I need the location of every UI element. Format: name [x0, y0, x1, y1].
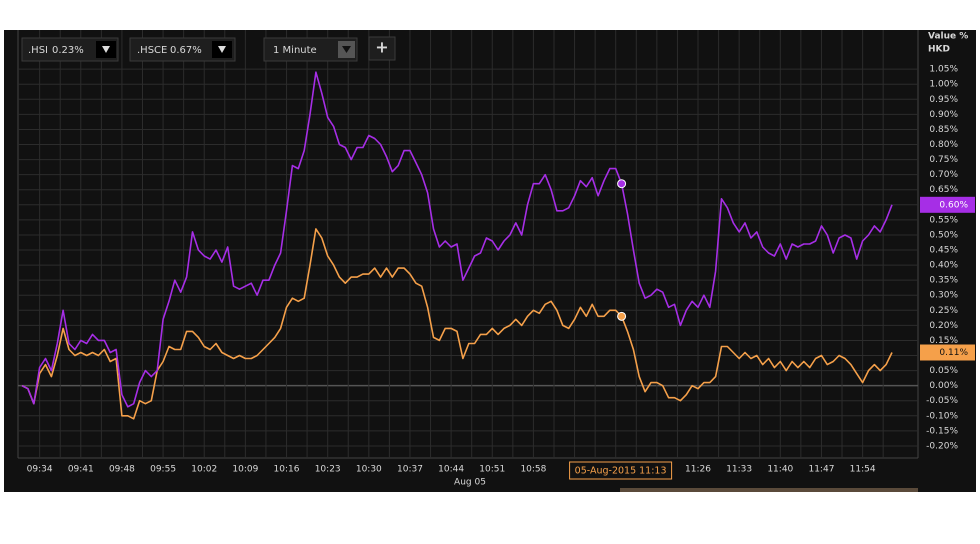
y-tick-label: 0.15% [929, 336, 958, 346]
y-tick-label: 0.40% [929, 261, 958, 271]
y-tick-label: -0.10% [926, 411, 958, 421]
y-tick-label: 0.45% [929, 246, 958, 256]
y-tick-label: 1.05% [929, 65, 958, 75]
y-tick-label: 0.25% [929, 306, 958, 316]
legend-value: 0.67% [170, 45, 202, 56]
chart-panel [4, 30, 976, 492]
add-button-label: + [375, 38, 388, 57]
toolbar: .HSI 0.23% .HSCE 0.67% 1 Minute + [21, 36, 396, 62]
y-tick-label: 0.85% [929, 125, 958, 135]
x-tick-label: 10:58 [520, 465, 546, 475]
date-label: Aug 05 [454, 478, 486, 488]
x-tick-label: 11:54 [850, 465, 876, 475]
x-tick-label: 11:40 [767, 465, 793, 475]
x-tick-label: 10:16 [274, 465, 300, 475]
y-tick-label: 0.90% [929, 110, 958, 120]
x-tick-label: 11:26 [685, 465, 711, 475]
scrollbar[interactable] [620, 488, 918, 492]
last-value-tag [920, 196, 975, 213]
y-tick-label: 1.00% [929, 80, 958, 90]
series-selector[interactable]: .HSCE 0.67% [129, 37, 236, 62]
legend-name: .HSI [28, 45, 48, 56]
y-tick-label: -0.20% [926, 441, 958, 451]
legend-name: .HSCE [137, 45, 167, 56]
x-tick-label: 11:33 [726, 465, 752, 475]
y-tick-label: -0.05% [926, 396, 958, 406]
y-tick-label: 0.30% [929, 291, 958, 301]
x-tick-label: 09:34 [27, 465, 53, 475]
x-tick-label: 11:47 [808, 465, 834, 475]
x-tick-label: 10:37 [397, 465, 423, 475]
y-axis-title: Value % [928, 32, 968, 42]
x-tick-label: 09:48 [109, 465, 135, 475]
x-tick-label: 10:02 [191, 465, 217, 475]
y-tick-label: 0.50% [929, 230, 958, 240]
selector-box[interactable] [263, 37, 358, 62]
dropdown-arrow [102, 46, 110, 53]
last-value-tag [920, 344, 975, 361]
interval-label: 1 Minute [273, 45, 317, 56]
y-tick-label: 0.75% [929, 155, 958, 165]
dropdown-arrow [218, 46, 226, 53]
last-value-label: 0.60% [939, 200, 968, 210]
y-tick-label: -0.15% [926, 426, 958, 436]
series-selector[interactable]: .HSI 0.23% [21, 37, 119, 62]
y-tick-label: 0.55% [929, 215, 958, 225]
selector-box[interactable] [21, 37, 119, 62]
series-line [21, 71, 893, 408]
interval-selector[interactable]: 1 Minute [263, 37, 358, 62]
add-button[interactable] [368, 36, 396, 61]
crosshair-tag [569, 461, 673, 480]
y-tick-label: 0.05% [929, 366, 958, 376]
y-tick-label: 0.80% [929, 140, 958, 150]
x-tick-label: 10:51 [479, 465, 505, 475]
x-tick-label: 09:41 [68, 465, 94, 475]
x-tick-label: 10:30 [356, 465, 382, 475]
grid [18, 30, 918, 458]
selector-box[interactable] [129, 37, 236, 62]
x-tick-label: 10:09 [232, 465, 258, 475]
crosshair-label: 05-Aug-2015 11:13 [575, 466, 667, 477]
y-tick-label: 0.95% [929, 95, 958, 105]
y-tick-label: 0.00% [929, 381, 958, 391]
legend-value: 0.23% [52, 45, 84, 56]
y-tick-label: 0.70% [929, 170, 958, 180]
hover-dot [617, 179, 627, 189]
series-line [21, 228, 893, 420]
x-tick-label: 10:23 [315, 465, 341, 475]
y-tick-label: 0.65% [929, 185, 958, 195]
y-tick-label: 0.20% [929, 321, 958, 331]
currency-label: HKD [928, 45, 950, 55]
y-tick-label: 0.35% [929, 276, 958, 286]
dropdown-arrow [342, 46, 351, 53]
last-value-label: 0.11% [939, 348, 968, 358]
x-tick-label: 10:44 [438, 465, 464, 475]
hover-dot [617, 311, 627, 321]
x-tick-label: 09:55 [150, 465, 176, 475]
